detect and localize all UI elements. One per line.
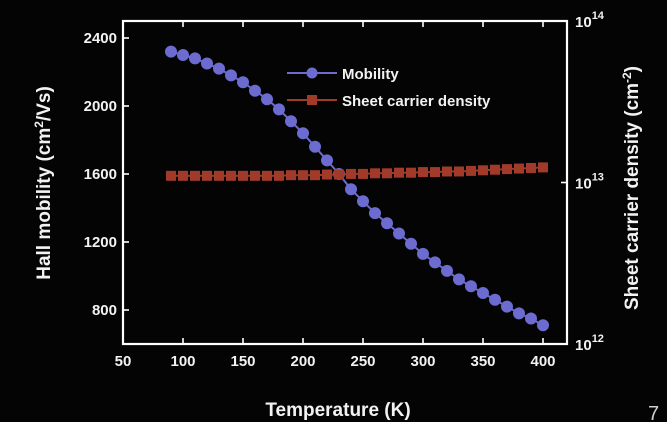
sheet-carrier-density-point (238, 170, 248, 181)
sheet-carrier-density-point (418, 167, 428, 178)
y-axis-title-rest: /Vs) (34, 86, 55, 121)
sheet-carrier-density-point (274, 170, 284, 181)
sheet-carrier-density-point (526, 162, 536, 173)
mobility-point (513, 307, 525, 320)
mobility-point (405, 237, 417, 250)
y2-tick-label: 1012 (575, 333, 604, 354)
y-tick-label: 2000 (84, 98, 117, 115)
sheet-carrier-density-point (334, 169, 344, 180)
mobility-point (285, 115, 297, 128)
mobility-point (189, 52, 201, 65)
y2-tick-label: 1013 (575, 172, 604, 193)
sheet-carrier-density-point (178, 170, 188, 181)
slide-page-number: 7 (648, 403, 659, 422)
sheet-carrier-density-point (538, 162, 548, 173)
y2-tick-label: 1014 (575, 10, 605, 31)
mobility-point (309, 140, 321, 153)
chart-marks (165, 45, 549, 332)
x-tick-label: 150 (230, 353, 255, 370)
mobility-point (321, 154, 333, 167)
sheet-carrier-density-point (514, 163, 524, 174)
sheet-carrier-density-point (406, 167, 416, 178)
y-tick-label: 1200 (84, 234, 117, 251)
sheet-carrier-density-point (442, 166, 452, 177)
mobility-point (237, 76, 249, 89)
tick-group: 50 100 150 200 250 300 350 400 800 1200 1600 2000 24… (84, 10, 605, 370)
sheet-carrier-density-point (370, 168, 380, 179)
mobility-point (369, 207, 381, 220)
mobility-point (465, 280, 477, 293)
y-tick-label: 1600 (84, 166, 117, 183)
y-tick-label: 2400 (84, 30, 117, 47)
y-axis-title-base: Hall mobility (cm (34, 128, 55, 280)
mobility-point (177, 49, 189, 61)
sheet-carrier-density-point (166, 170, 176, 181)
legend-mobility-marker (306, 67, 318, 79)
mobility-point (357, 195, 369, 208)
mobility-point (381, 217, 393, 230)
mobility-point (249, 84, 261, 97)
legend-density-label: Sheet carrier density (342, 93, 491, 110)
y2-axis-title-rest: ) (622, 66, 643, 72)
mobility-point (441, 264, 453, 277)
sheet-carrier-density-point (262, 170, 272, 181)
sheet-carrier-density-point (250, 170, 260, 181)
sheet-carrier-density-point (454, 166, 464, 177)
y-tick-label: 800 (92, 302, 117, 319)
sheet-carrier-density-point (310, 170, 320, 181)
sheet-carrier-density-point (346, 168, 356, 179)
mobility-point (273, 103, 285, 116)
y2-axis-title-sup: -2 (620, 72, 634, 83)
mobility-point (501, 300, 513, 313)
mobility-point (537, 319, 549, 332)
legend-mobility-label: Mobility (342, 66, 399, 83)
x-tick-label: 300 (410, 353, 435, 370)
sheet-carrier-density-point (226, 170, 236, 181)
mobility-point (261, 93, 273, 106)
y-axis-title: Hall mobility (cm2/Vs) (32, 86, 55, 280)
sheet-carrier-density-point (322, 169, 332, 180)
legend: Mobility Sheet carrier density (287, 66, 491, 110)
sheet-carrier-density-point (394, 167, 404, 178)
mobility-point (225, 69, 237, 82)
mobility-point (453, 273, 465, 286)
mobility-point (429, 256, 441, 269)
sheet-carrier-density-point (430, 167, 440, 178)
y2-axis-title: Sheet carrier density (cm-2) (620, 66, 643, 310)
mobility-point (477, 287, 489, 299)
sheet-carrier-density-point (502, 164, 512, 175)
x-tick-label: 250 (350, 353, 375, 370)
sheet-carrier-density-point (478, 165, 488, 176)
y2-axis-title-base: Sheet carrier density (cm (622, 83, 643, 310)
mobility-point (393, 227, 405, 240)
x-tick-label: 50 (115, 353, 132, 370)
mobility-point (297, 127, 309, 140)
sheet-carrier-density-point (490, 164, 500, 175)
x-tick-label: 200 (290, 353, 315, 370)
mobility-point (345, 183, 357, 196)
x-tick-label: 400 (530, 353, 555, 370)
sheet-carrier-density-point (286, 170, 296, 181)
sheet-carrier-density-point (358, 168, 368, 179)
mobility-point (201, 57, 213, 70)
x-tick-label: 100 (170, 353, 195, 370)
x-axis-title: Temperature (K) (265, 400, 410, 421)
sheet-carrier-density-point (382, 168, 392, 179)
mobility-point (525, 312, 537, 325)
y-axis-title-sup: 2 (32, 121, 46, 128)
sheet-carrier-density-point (298, 170, 308, 181)
mobility-point (165, 45, 177, 58)
sheet-carrier-density-point (202, 170, 212, 181)
mobility-point (489, 293, 501, 306)
sheet-carrier-density-point (190, 170, 200, 181)
legend-density-marker (307, 95, 317, 105)
x-tick-label: 350 (470, 353, 495, 370)
mobility-point (417, 247, 429, 260)
sheet-carrier-density-point (466, 165, 476, 176)
plot-frame (121, 19, 569, 346)
mobility-point (213, 62, 225, 75)
sheet-carrier-density-point (214, 170, 224, 181)
